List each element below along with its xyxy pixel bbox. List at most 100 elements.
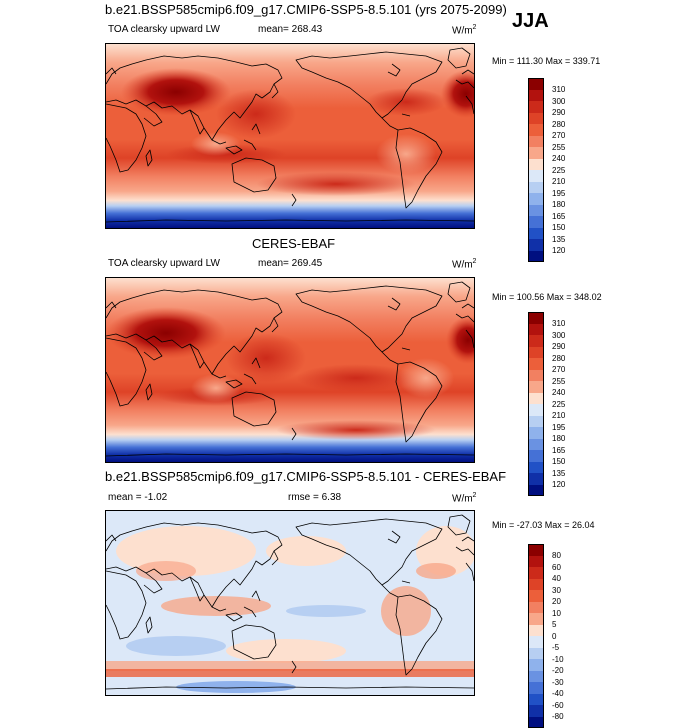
colorbar-segment bbox=[528, 216, 544, 228]
colorbar-segment bbox=[528, 579, 544, 591]
panel3-rmse-label: rmse = 6.38 bbox=[288, 492, 341, 503]
colorbar-tick-label: 240 bbox=[552, 153, 565, 165]
panel1-units: W/m2 bbox=[452, 24, 476, 36]
colorbar-segment bbox=[528, 335, 544, 347]
colorbar-tick-label: 60 bbox=[552, 562, 564, 574]
colorbar-segment bbox=[528, 427, 544, 439]
colorbar-tick-label: 80 bbox=[552, 550, 564, 562]
colorbar-tick-label: 120 bbox=[552, 245, 565, 257]
colorbar-tick-label: -40 bbox=[552, 688, 564, 700]
panel3-units: W/m2 bbox=[452, 492, 476, 504]
panel3-title: b.e21.BSSP585cmip6.f09_g17.CMIP6-SSP5-8.… bbox=[105, 469, 506, 484]
colorbar-tick-label: -30 bbox=[552, 677, 564, 689]
colorbar-segment bbox=[528, 147, 544, 159]
colorbar-segment bbox=[528, 613, 544, 625]
colorbar-tick-label: 310 bbox=[552, 318, 565, 330]
colorbar-tick-label: 195 bbox=[552, 422, 565, 434]
colorbar-segment bbox=[528, 170, 544, 182]
panel1-title: b.e21.BSSP585cmip6.f09_g17.CMIP6-SSP5-8.… bbox=[105, 2, 507, 17]
colorbar-segment bbox=[528, 347, 544, 359]
colorbar-segment bbox=[528, 705, 544, 717]
panel1-mean-label: mean= 268.43 bbox=[258, 24, 322, 35]
colorbar-tick-label: 195 bbox=[552, 188, 565, 200]
colorbar-segment bbox=[528, 544, 544, 556]
colorbar-tick-label: 270 bbox=[552, 130, 565, 142]
panel2-minmax: Min = 100.56 Max = 348.02 bbox=[492, 292, 602, 302]
colorbar-tick-label: 210 bbox=[552, 176, 565, 188]
colorbar-segment bbox=[528, 659, 544, 671]
panel1-minmax: Min = 111.30 Max = 339.71 bbox=[492, 56, 600, 66]
panel1-variable-label: TOA clearsky upward LW bbox=[108, 24, 220, 35]
colorbar-segment bbox=[528, 124, 544, 136]
colorbar-segment bbox=[528, 682, 544, 694]
panel2-variable-label: TOA clearsky upward LW bbox=[108, 258, 220, 269]
colorbar-segment bbox=[528, 404, 544, 416]
colorbar-tick-label: 290 bbox=[552, 107, 565, 119]
colorbar-tick-label: 300 bbox=[552, 330, 565, 342]
colorbar-segment bbox=[528, 228, 544, 240]
colorbar-tick-label: 120 bbox=[552, 479, 565, 491]
colorbar-segment bbox=[528, 450, 544, 462]
colorbar-tick-label: 300 bbox=[552, 96, 565, 108]
panel3-map bbox=[105, 510, 475, 696]
colorbar-tick-label: 0 bbox=[552, 631, 564, 643]
colorbar-tick-label: 10 bbox=[552, 608, 564, 620]
colorbar-segment bbox=[528, 567, 544, 579]
colorbar-tick-label: -10 bbox=[552, 654, 564, 666]
colorbar-segment bbox=[528, 671, 544, 683]
colorbar-segment bbox=[528, 393, 544, 405]
panel2-map-svg bbox=[106, 278, 474, 462]
panel3-colorbar bbox=[528, 544, 544, 728]
colorbar-segment bbox=[528, 556, 544, 568]
colorbar-segment bbox=[528, 485, 544, 497]
colorbar-tick-label: -80 bbox=[552, 711, 564, 723]
colorbar-segment bbox=[528, 159, 544, 171]
season-label: JJA bbox=[512, 10, 549, 33]
colorbar-tick-label: 180 bbox=[552, 433, 565, 445]
colorbar-segment bbox=[528, 473, 544, 485]
colorbar-segment bbox=[528, 251, 544, 263]
colorbar-segment bbox=[528, 625, 544, 637]
panel3-mean-label: mean = -1.02 bbox=[108, 492, 167, 503]
colorbar-segment bbox=[528, 717, 544, 728]
colorbar-tick-label: 5 bbox=[552, 619, 564, 631]
colorbar-segment bbox=[528, 90, 544, 102]
colorbar-segment bbox=[528, 416, 544, 428]
colorbar-segment bbox=[528, 370, 544, 382]
colorbar-tick-label: 150 bbox=[552, 456, 565, 468]
colorbar-tick-label: 225 bbox=[552, 165, 565, 177]
colorbar-segment bbox=[528, 205, 544, 217]
colorbar-segment bbox=[528, 113, 544, 125]
colorbar-segment bbox=[528, 358, 544, 370]
colorbar-segment bbox=[528, 182, 544, 194]
panel1-map-svg bbox=[106, 44, 474, 228]
colorbar-tick-label: -5 bbox=[552, 642, 564, 654]
panel2-map bbox=[105, 277, 475, 463]
colorbar-segment bbox=[528, 648, 544, 660]
colorbar-tick-label: 150 bbox=[552, 222, 565, 234]
colorbar-segment bbox=[528, 694, 544, 706]
colorbar-tick-label: 165 bbox=[552, 211, 565, 223]
colorbar-tick-label: 255 bbox=[552, 142, 565, 154]
panel2-mean-label: mean= 269.45 bbox=[258, 258, 322, 269]
colorbar-tick-label: 210 bbox=[552, 410, 565, 422]
colorbar-segment bbox=[528, 136, 544, 148]
colorbar-tick-label: 280 bbox=[552, 119, 565, 131]
colorbar-tick-label: 135 bbox=[552, 234, 565, 246]
colorbar-segment bbox=[528, 462, 544, 474]
colorbar-segment bbox=[528, 439, 544, 451]
panel1-map bbox=[105, 43, 475, 229]
panel2-units: W/m2 bbox=[452, 258, 476, 270]
panel2-title: CERES-EBAF bbox=[252, 236, 335, 251]
colorbar-tick-label: 165 bbox=[552, 445, 565, 457]
colorbar-tick-label: 225 bbox=[552, 399, 565, 411]
colorbar-tick-label: 290 bbox=[552, 341, 565, 353]
panel2-colorbar bbox=[528, 312, 544, 496]
colorbar-segment bbox=[528, 78, 544, 90]
colorbar-segment bbox=[528, 602, 544, 614]
colorbar-tick-label: 280 bbox=[552, 353, 565, 365]
colorbar-tick-label: -60 bbox=[552, 700, 564, 712]
